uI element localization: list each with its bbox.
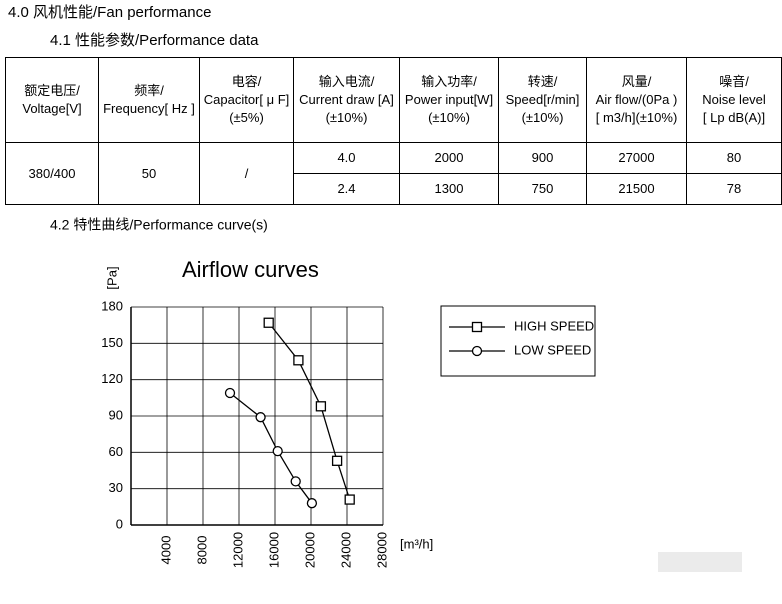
header-line: (±10%) [521, 110, 564, 125]
y-axis-label: [Pa] [104, 266, 119, 289]
legend-label: HIGH SPEED [514, 318, 594, 333]
x-tick-label: 8000 [194, 536, 209, 565]
y-tick-label: 30 [109, 480, 123, 495]
subheading: 4.2 特性曲线/Performance curve(s) [50, 217, 268, 233]
header-line: (±10%) [428, 110, 470, 125]
marker [331, 455, 343, 466]
header-cell: 输入功率/Power input[W] (±10%) [399, 57, 499, 143]
cell: 78 [686, 173, 782, 205]
header-line: Noise level [702, 92, 766, 107]
row: 380/400 50/4.0 2000 900 27000 80 [5, 142, 782, 205]
header-cell: 输入电流/Current draw [A] (±10%) [293, 57, 400, 143]
marker [471, 321, 483, 333]
legend-box [440, 305, 596, 377]
marker [293, 355, 304, 366]
header-line: [ Lp dB(A)] [702, 110, 766, 125]
header-line: Speed[r/min] [505, 92, 580, 107]
y-tick-label: 60 [109, 444, 123, 459]
header-line: Capacitor[ μ F] [203, 92, 290, 107]
header-line: [ m3/h](±10%) [595, 110, 678, 125]
marker [315, 401, 327, 412]
marker [272, 445, 283, 457]
marker [290, 476, 301, 487]
header-cell: 频率/Frequency[ Hz ] [98, 57, 200, 143]
y-tick-label: 180 [101, 298, 123, 313]
header-cell: 风量/Air flow/(0Pa ) [ m3/h](±10%) [586, 57, 687, 143]
header-cell: 电容/Capacitor[ μ F] (±5%) [199, 57, 294, 143]
cell: 900 [498, 142, 587, 174]
cell: 2.4 [293, 173, 400, 205]
marker [471, 345, 483, 357]
header-line: 电容/ [231, 74, 262, 89]
y-tick-label: 90 [109, 407, 123, 422]
marker [344, 494, 355, 505]
chart-title: Airflow curves [182, 257, 319, 282]
marker [224, 387, 236, 399]
header-line: Frequency[ Hz ] [103, 101, 195, 116]
y-tick-label: 120 [101, 371, 123, 386]
series-line [229, 392, 313, 504]
cell: 4.0 [293, 142, 400, 174]
header-line: Air flow/(0Pa ) [595, 92, 678, 107]
header-line: 额定电压/ [24, 83, 80, 98]
x-tick-label: 12000 [230, 532, 245, 568]
cell: / [199, 142, 294, 205]
marker [255, 412, 266, 423]
marker [306, 498, 318, 509]
x-tick-label: 24000 [338, 532, 353, 568]
cell: 27000 [586, 142, 687, 174]
legend-label: LOW SPEED [514, 342, 591, 357]
y-tick-label: 0 [116, 516, 123, 531]
marker [263, 317, 274, 328]
cell: 380/400 [5, 142, 99, 205]
cell: 2000 [399, 142, 499, 174]
series-line [268, 322, 351, 500]
performance-table: 额定电压/Voltage[V] 频率/Frequency[ Hz ] 电容/Capa… [5, 57, 782, 205]
header-line: 频率/ [134, 83, 164, 98]
y-tick-label: 150 [101, 335, 123, 350]
header-cell: 转速/Speed[r/min] (±10%) [498, 57, 587, 143]
x-tick-label: 20000 [302, 532, 317, 568]
header-line: 风量/ [621, 74, 652, 89]
subheading: 4.1 性能参数/Performance data [50, 32, 259, 49]
x-tick-label: 16000 [266, 532, 281, 568]
header-line: 噪音/ [719, 74, 749, 89]
cell: 80 [686, 142, 782, 174]
row: 2.4 1300 750 21500 78 [6, 173, 782, 205]
header-line: Power input[W] [404, 92, 494, 107]
header-line: Voltage[V] [22, 101, 82, 116]
header-cell: 额定电压/Voltage[V] [5, 57, 99, 143]
cell: 21500 [586, 173, 687, 205]
header-line: (±5%) [229, 110, 264, 125]
header-line: Current draw [A] [299, 92, 394, 107]
header-cell: 噪音/Noise level [ Lp dB(A)] [686, 57, 782, 143]
x-axis-label: [m³/h] [400, 536, 433, 551]
header-line: 输入电流/ [318, 74, 375, 89]
x-tick-label: 4000 [158, 536, 173, 565]
cell: 750 [498, 173, 587, 205]
header-line: 转速/ [527, 74, 558, 89]
header-line: (±10%) [325, 110, 368, 125]
header-line: 输入功率/ [421, 74, 477, 89]
header-row: 额定电压/Voltage[V] 频率/Frequency[ Hz ] 电容/Capa… [5, 57, 782, 143]
heading: 4.0 风机性能/Fan performance [8, 4, 211, 21]
x-tick-label: 28000 [374, 532, 389, 568]
cell: 50 [98, 142, 200, 205]
watermark [658, 552, 742, 572]
cell: 1300 [399, 173, 499, 205]
